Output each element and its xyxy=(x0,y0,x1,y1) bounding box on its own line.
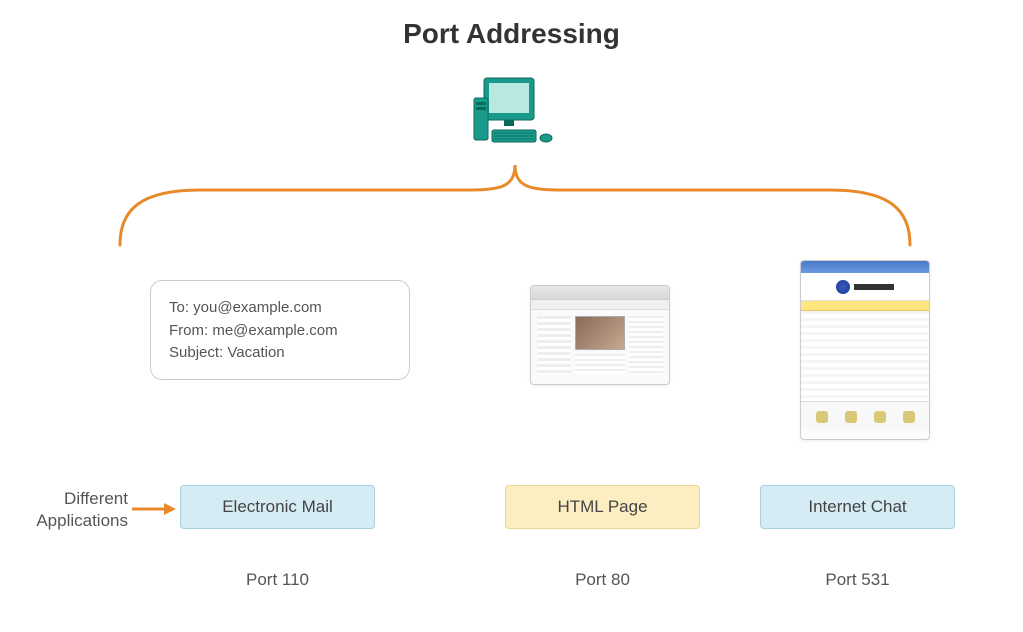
port-label-chat: Port 531 xyxy=(760,570,955,590)
port-label-html: Port 80 xyxy=(505,570,700,590)
monitor-screen xyxy=(489,83,529,113)
computer-icon xyxy=(462,70,562,170)
chat-header xyxy=(801,273,929,301)
chat-footer-icon xyxy=(874,411,886,423)
chat-body xyxy=(801,311,929,401)
browser-titlebar xyxy=(531,286,669,300)
browser-sidebar xyxy=(537,316,571,374)
monitor-stand xyxy=(504,120,514,126)
app-box-email: Electronic Mail xyxy=(180,485,375,529)
mouse xyxy=(540,134,552,142)
app-box-chat: Internet Chat xyxy=(760,485,955,529)
email-to-line: To: you@example.com xyxy=(169,297,391,320)
chat-footer-icon xyxy=(903,411,915,423)
chat-logo-icon xyxy=(836,280,850,294)
chat-highlight-bar xyxy=(801,301,929,311)
email-subject-line: Subject: Vacation xyxy=(169,342,391,365)
connector-brace xyxy=(100,165,930,255)
browser-image xyxy=(575,316,625,350)
diagram-title: Port Addressing xyxy=(0,18,1023,50)
browser-text-block xyxy=(575,354,625,374)
app-box-email-label: Electronic Mail xyxy=(222,497,333,517)
email-from-line: From: me@example.com xyxy=(169,320,391,343)
chat-thumbnail xyxy=(800,260,930,440)
app-box-chat-label: Internet Chat xyxy=(808,497,906,517)
chat-footer xyxy=(801,401,929,431)
browser-right-col xyxy=(629,316,663,374)
chat-brand-text xyxy=(854,284,894,290)
applications-label: Different Applications xyxy=(18,488,128,532)
port-label-email: Port 110 xyxy=(180,570,375,590)
arrow-icon xyxy=(132,500,176,518)
email-preview-box: To: you@example.com From: me@example.com… xyxy=(150,280,410,380)
browser-content xyxy=(531,310,669,380)
chat-titlebar xyxy=(801,261,929,273)
chat-footer-icon xyxy=(816,411,828,423)
app-box-html: HTML Page xyxy=(505,485,700,529)
chat-footer-icon xyxy=(845,411,857,423)
browser-thumbnail xyxy=(530,285,670,385)
applications-label-line2: Applications xyxy=(36,511,128,530)
app-box-html-label: HTML Page xyxy=(557,497,647,517)
browser-navbar xyxy=(531,300,669,310)
applications-label-line1: Different xyxy=(64,489,128,508)
